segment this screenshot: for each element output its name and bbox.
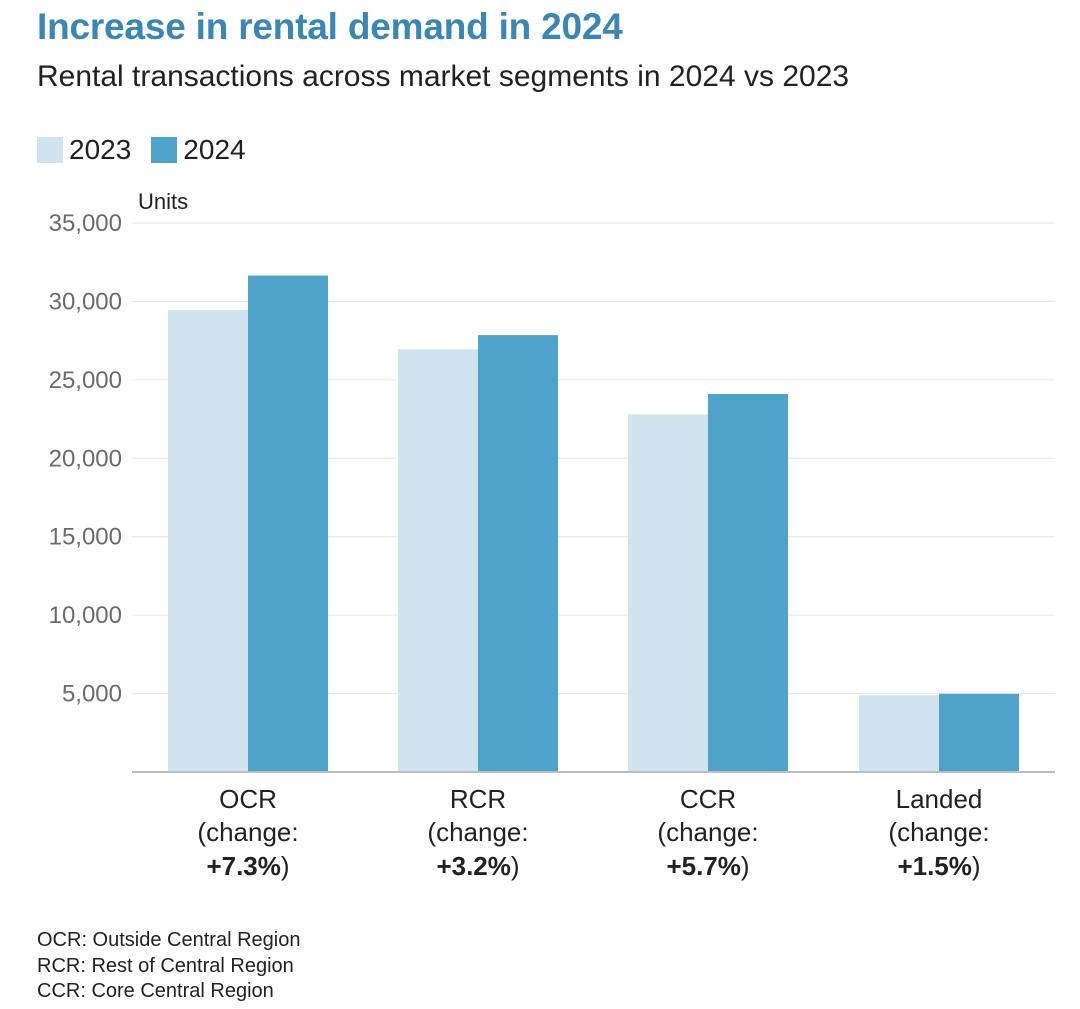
bar-rcr-2024 [478, 335, 558, 772]
change-percent: +5.7% [666, 851, 740, 881]
legend-label-2024: 2024 [183, 134, 246, 165]
x-tick-change-prefix: (change: [657, 817, 758, 847]
y-tick-label: 15,000 [49, 524, 122, 551]
y-tick-label: 20,000 [49, 445, 122, 472]
y-axis-unit-label: Units [138, 189, 188, 214]
y-tick-label: 25,000 [49, 367, 122, 394]
footnotes: OCR: Outside Central Region RCR: Rest of… [37, 928, 300, 1005]
x-tick-change-value: +5.7%) [666, 851, 749, 881]
x-tick-change-prefix: (change: [427, 817, 528, 847]
bar-landed-2023 [859, 695, 939, 772]
bar-ccr-2024 [708, 393, 788, 772]
legend-item-2023: 2023 [37, 134, 131, 166]
change-suffix: ) [511, 851, 520, 881]
change-suffix: ) [741, 851, 750, 881]
x-tick-change-prefix: (change: [197, 817, 298, 847]
bar-chart: 5,000 10,000 15,000 20,000 25,000 30,000 35,00… [49, 189, 1055, 881]
x-tick-change-value: +3.2%) [436, 851, 519, 881]
y-tick-label: 30,000 [49, 288, 122, 315]
x-tick-change-value: +1.5%) [897, 851, 980, 881]
change-percent: +7.3% [206, 851, 280, 881]
x-tick-label-ocr: OCR [219, 784, 277, 814]
y-tick-label: 35,000 [49, 210, 122, 237]
y-tick-label: 5,000 [62, 681, 122, 708]
x-tick-label-landed: Landed [896, 784, 983, 814]
y-tick-label: 10,000 [49, 602, 122, 629]
chart-subtitle: Rental transactions across market segmen… [37, 60, 850, 93]
bar-landed-2024 [939, 693, 1019, 772]
chart-legend: 2023 2024 [37, 134, 266, 166]
change-suffix: ) [281, 851, 290, 881]
x-tick-label-rcr: RCR [450, 784, 506, 814]
x-tick-label-ccr: CCR [680, 784, 736, 814]
legend-item-2024: 2024 [151, 134, 246, 166]
footnote-rcr: RCR: Rest of Central Region [37, 954, 294, 977]
legend-swatch-2023 [37, 137, 63, 163]
bar-ocr-2024 [248, 275, 328, 772]
footnote-ccr: CCR: Core Central Region [37, 980, 274, 1002]
x-tick-change-prefix: (change: [888, 817, 989, 847]
change-percent: +1.5% [897, 851, 971, 881]
bar-ccr-2023 [628, 414, 708, 772]
change-suffix: ) [972, 851, 981, 881]
chart-title: Increase in rental demand in 2024 [37, 6, 623, 47]
footnote-ocr: OCR: Outside Central Region [37, 929, 301, 951]
bar-ocr-2023 [168, 310, 248, 772]
legend-swatch-2024 [151, 137, 178, 163]
legend-label-2023: 2023 [69, 134, 132, 165]
bar-rcr-2023 [398, 349, 478, 772]
change-percent: +3.2% [436, 851, 510, 881]
x-tick-change-value: +7.3%) [206, 851, 289, 881]
